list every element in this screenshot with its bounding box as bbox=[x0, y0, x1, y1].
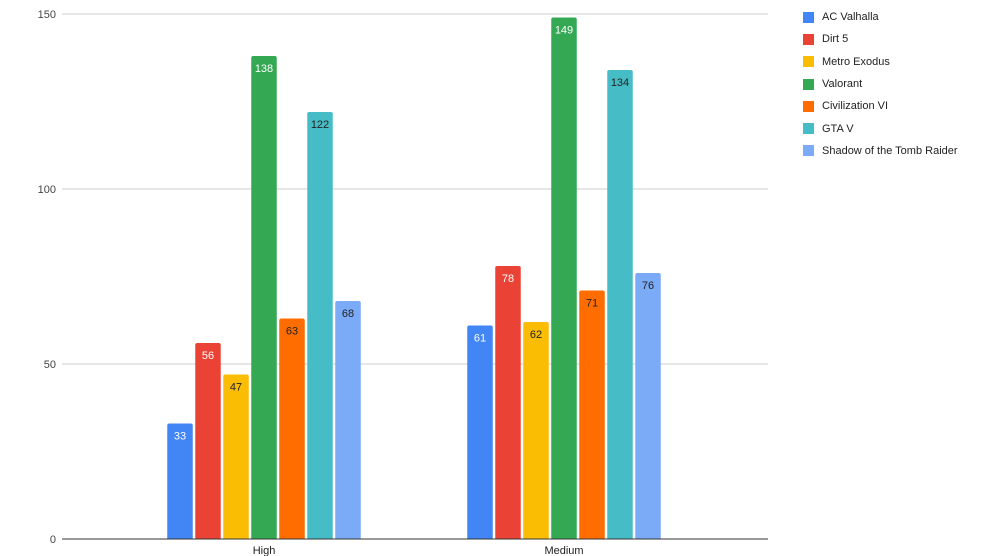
legend-item: Metro Exodus bbox=[803, 51, 958, 73]
bar bbox=[467, 325, 493, 539]
bar-value-label: 62 bbox=[530, 329, 542, 341]
legend-swatch bbox=[803, 11, 814, 23]
bar-value-label: 149 bbox=[555, 25, 573, 37]
bars bbox=[167, 17, 661, 539]
x-tick-label: High bbox=[253, 545, 276, 556]
legend-label: Metro Exodus bbox=[822, 55, 890, 68]
bar bbox=[523, 322, 549, 539]
bar bbox=[495, 266, 521, 539]
bar bbox=[279, 318, 305, 539]
bar-value-label: 71 bbox=[586, 298, 598, 310]
bar-value-label: 56 bbox=[202, 350, 214, 362]
legend-swatch bbox=[803, 100, 814, 112]
legend-swatch bbox=[803, 123, 814, 135]
gridlines bbox=[62, 13, 768, 365]
legend-swatch bbox=[803, 33, 814, 45]
legend-label: Shadow of the Tomb Raider bbox=[822, 144, 958, 157]
bar-value-label: 68 bbox=[342, 308, 354, 320]
bar-value-label: 138 bbox=[255, 63, 273, 75]
bar bbox=[635, 273, 661, 539]
y-tick-label: 150 bbox=[38, 9, 56, 21]
legend-item: Shadow of the Tomb Raider bbox=[803, 140, 958, 162]
y-tick-label: 50 bbox=[44, 359, 56, 371]
y-axis-ticks: 0 50 100 150 bbox=[38, 9, 56, 546]
bar-value-label: 134 bbox=[611, 77, 629, 89]
bar bbox=[607, 70, 633, 539]
legend-label: Civilization VI bbox=[822, 100, 889, 113]
bar bbox=[167, 423, 193, 539]
legend-label: Dirt 5 bbox=[822, 33, 849, 46]
legend-swatch bbox=[803, 145, 814, 157]
bar bbox=[223, 374, 249, 539]
legend: AC Valhalla Dirt 5 Metro Exodus Valorant Civ… bbox=[803, 6, 958, 162]
legend-item: Dirt 5 bbox=[803, 28, 958, 50]
bar bbox=[579, 290, 605, 539]
bar-value-label: 122 bbox=[311, 119, 329, 131]
bar-value-label: 33 bbox=[174, 431, 186, 443]
bar bbox=[195, 343, 221, 539]
legend-label: GTA V bbox=[822, 122, 854, 135]
legend-swatch bbox=[803, 56, 814, 68]
legend-swatch bbox=[803, 78, 814, 90]
bar-value-label: 78 bbox=[502, 273, 514, 285]
legend-item: GTA V bbox=[803, 117, 958, 139]
legend-item: Valorant bbox=[803, 73, 958, 95]
bar-value-label: 63 bbox=[286, 326, 298, 338]
bar-value-label: 76 bbox=[642, 280, 654, 292]
bar-value-label: 61 bbox=[474, 333, 486, 345]
bar bbox=[307, 112, 333, 539]
bar-value-label: 47 bbox=[230, 382, 242, 394]
bar bbox=[335, 301, 361, 539]
legend-item: AC Valhalla bbox=[803, 6, 958, 28]
x-tick-label: Medium bbox=[544, 545, 583, 556]
legend-item: Civilization VI bbox=[803, 95, 958, 117]
y-tick-label: 0 bbox=[50, 534, 56, 546]
data-labels: 33 56 47 138 63 122 68 61 78 62 149 71 134 76 bbox=[174, 25, 654, 443]
x-axis-ticks: High Medium bbox=[253, 545, 584, 556]
bar bbox=[551, 17, 577, 539]
y-tick-label: 100 bbox=[38, 184, 56, 196]
legend-label: Valorant bbox=[822, 78, 863, 91]
bar bbox=[251, 56, 277, 539]
legend-label: AC Valhalla bbox=[822, 11, 879, 24]
